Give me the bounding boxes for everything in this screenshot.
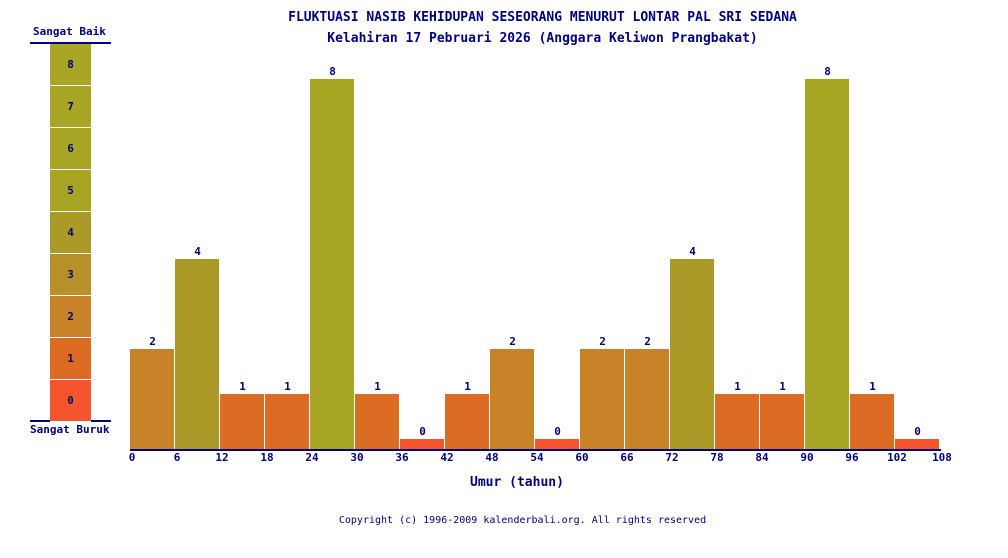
bar-6-12 (175, 259, 220, 449)
legend-level-0: 0 (50, 380, 91, 422)
x-tick-label: 66 (620, 451, 634, 464)
x-tick-label: 108 (932, 451, 952, 464)
legend-bottom-label: Sangat Buruk (30, 423, 110, 436)
chart-title: FLUKTUASI NASIB KEHIDUPAN SESEORANG MENU… (288, 10, 797, 25)
x-tick-label: 54 (530, 451, 544, 464)
bar-value-label: 4 (689, 245, 696, 258)
x-axis-label: Umur (tahun) (470, 475, 564, 490)
bar-value-label: 8 (824, 65, 831, 78)
bar-value-label: 2 (644, 335, 651, 348)
bar-value-label: 1 (734, 380, 741, 393)
bar-24-30 (310, 79, 355, 449)
bar-12-18 (220, 394, 265, 449)
bar-78-84 (715, 394, 760, 449)
bar-value-label: 1 (284, 380, 291, 393)
bar-value-label: 0 (554, 425, 561, 438)
x-tick-label: 102 (887, 451, 907, 464)
bar-96-102 (850, 394, 895, 449)
legend-level-7: 7 (50, 86, 91, 128)
bar-value-label: 0 (419, 425, 426, 438)
bar-value-label: 0 (914, 425, 921, 438)
footer-copyright: Copyright (c) 1996-2009 kalenderbali.org… (338, 515, 707, 526)
bar-42-48 (445, 394, 490, 449)
x-tick-label: 30 (350, 451, 364, 464)
legend-level-6: 6 (50, 128, 91, 170)
bar-value-label: 8 (329, 65, 336, 78)
bar-value-label: 1 (239, 380, 246, 393)
bar-30-36 (355, 394, 400, 449)
bar-value-label: 2 (509, 335, 516, 348)
x-axis-line (130, 449, 941, 451)
bar-18-24 (265, 394, 310, 449)
legend-level-8: 8 (50, 44, 91, 86)
x-tick-label: 78 (710, 451, 724, 464)
x-tick-label: 36 (395, 451, 409, 464)
x-tick-label: 42 (440, 451, 454, 464)
x-tick-label: 90 (800, 451, 814, 464)
x-tick-label: 18 (260, 451, 274, 464)
bar-60-66 (580, 349, 625, 449)
legend-level-4: 4 (50, 212, 91, 254)
bar-48-54 (490, 349, 535, 449)
x-tick-label: 84 (755, 451, 769, 464)
x-tick-label: 72 (665, 451, 679, 464)
bar-value-label: 1 (869, 380, 876, 393)
legend-level-2: 2 (50, 296, 91, 338)
bar-value-label: 1 (374, 380, 381, 393)
legend-top-line (30, 42, 111, 44)
x-tick-label: 48 (485, 451, 499, 464)
legend-top-label: Sangat Baik (33, 25, 106, 38)
bar-36-42 (400, 439, 445, 449)
x-tick-label: 96 (845, 451, 859, 464)
legend-level-5: 5 (50, 170, 91, 212)
bar-54-60 (535, 439, 580, 449)
bar-90-96 (805, 79, 850, 449)
x-tick-label: 24 (305, 451, 319, 464)
x-tick-label: 6 (173, 451, 181, 464)
bar-value-label: 4 (194, 245, 201, 258)
legend-level-3: 3 (50, 254, 91, 296)
bar-0-6 (130, 349, 175, 449)
bar-66-72 (625, 349, 670, 449)
x-tick-label: 60 (575, 451, 589, 464)
bar-value-label: 1 (464, 380, 471, 393)
bar-72-78 (670, 259, 715, 449)
bar-value-label: 1 (779, 380, 786, 393)
x-tick-label: 12 (215, 451, 229, 464)
bar-value-label: 2 (599, 335, 606, 348)
bar-value-label: 2 (149, 335, 156, 348)
chart-subtitle: Kelahiran 17 Pebruari 2026 (Anggara Keli… (327, 31, 758, 46)
x-tick-label: 0 (128, 451, 136, 464)
bar-84-90 (760, 394, 805, 449)
bar-102-108 (895, 439, 940, 449)
legend-level-1: 1 (50, 338, 91, 380)
